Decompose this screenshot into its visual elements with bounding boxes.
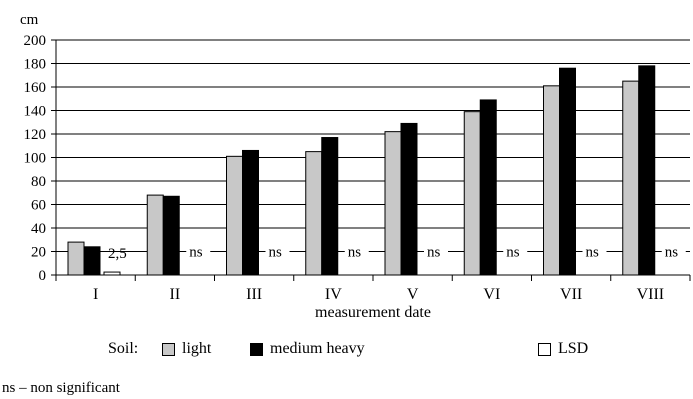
bar-light — [305, 151, 323, 276]
bar-medium-heavy — [638, 65, 656, 276]
lsd-label-bg — [186, 242, 211, 261]
bar-light — [226, 155, 243, 276]
y-tick-label: 0 — [39, 268, 47, 284]
bar-light — [67, 241, 85, 276]
lsd-label: ns — [586, 245, 600, 261]
legend-item-medium-heavy: medium heavy — [250, 340, 365, 358]
bar-light — [622, 80, 640, 276]
lsd-label: ns — [427, 245, 441, 261]
lsd-label: ns — [665, 245, 679, 261]
bar-medium-heavy — [242, 149, 259, 276]
legend-swatch-lsd — [538, 342, 551, 356]
legend: Soil: light medium heavy LSD — [0, 340, 693, 366]
x-tick-label: IV — [325, 286, 342, 303]
x-tick-label: VIII — [637, 286, 665, 303]
y-tick-label: 120 — [24, 127, 47, 143]
y-tick-label: 180 — [24, 57, 47, 73]
x-tick-label: II — [170, 286, 181, 303]
x-tick-label: VII — [560, 286, 582, 303]
legend-prefix: Soil: — [108, 340, 139, 357]
y-tick-label: 40 — [31, 221, 46, 237]
bar-medium-heavy — [321, 137, 339, 276]
legend-item-lsd: LSD — [538, 340, 588, 358]
x-tick-label: VI — [483, 286, 500, 303]
lsd-label-bg — [582, 242, 607, 261]
lsd-label: 2,5 — [108, 246, 127, 262]
x-axis-label: measurement date — [315, 304, 431, 321]
bar-medium-heavy — [162, 195, 180, 276]
footnote: ns – non significant — [2, 380, 120, 396]
legend-label-lsd: LSD — [558, 340, 589, 357]
y-tick-label: 100 — [24, 151, 47, 167]
bar-medium-heavy — [559, 67, 576, 276]
bar-light — [384, 131, 402, 276]
lsd-label-bg — [503, 242, 528, 261]
legend-label-medium-heavy: medium heavy — [270, 340, 365, 357]
bar-medium-heavy — [83, 246, 101, 276]
lsd-label: ns — [189, 245, 203, 261]
lsd-label: ns — [348, 245, 362, 261]
y-tick-label: 140 — [24, 104, 47, 120]
lsd-label-bg — [424, 242, 448, 261]
legend-item-light: light — [162, 340, 211, 358]
y-tick-label: 60 — [31, 198, 46, 214]
x-tick-label: V — [407, 286, 419, 303]
bar-light — [146, 194, 164, 276]
legend-swatch-medium-heavy — [250, 342, 263, 356]
lsd-label-bg — [661, 242, 686, 261]
y-axis-label: cm — [20, 12, 39, 28]
legend-label-light: light — [182, 340, 212, 357]
bar-light — [543, 85, 560, 276]
y-tick-label: 160 — [24, 80, 47, 96]
lsd-label: ns — [506, 245, 520, 261]
y-tick-label: 20 — [31, 245, 46, 261]
bar-light — [463, 111, 481, 276]
bar-medium-heavy — [400, 122, 418, 276]
lsd-label-bg — [344, 242, 369, 261]
bar-medium-heavy — [479, 99, 497, 276]
bar-chart: 0 20 40 60 80 100 120 140 160 180 200 cm 2,5 ns ns ns ns… — [20, 12, 691, 321]
legend-swatch-light — [162, 342, 175, 356]
y-tick-label: 200 — [24, 33, 47, 49]
x-tick-label: I — [93, 286, 98, 303]
lsd-label: ns — [269, 245, 283, 261]
y-tick-label: 80 — [31, 174, 46, 190]
lsd-label-bg — [265, 242, 290, 261]
x-tick-label: III — [246, 286, 262, 303]
